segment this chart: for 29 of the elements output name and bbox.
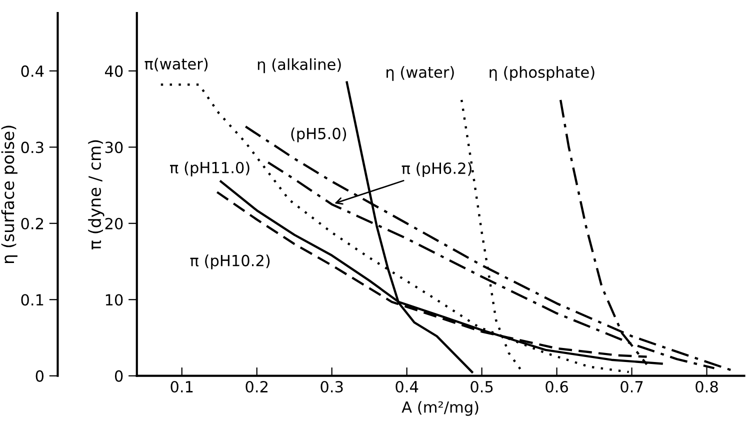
annotation: η (alkaline): [258, 58, 341, 74]
x-tick-label: 0.6: [546, 380, 568, 393]
annotation: π (pH11.0): [170, 162, 250, 176]
y2-tick-label: 0.1: [21, 294, 44, 306]
annotation: (pH5.0): [291, 128, 346, 142]
x-tick-label: 0.5: [470, 380, 493, 393]
x-tick-label: 0.2: [246, 380, 268, 393]
annotation: π(water): [144, 58, 208, 72]
x-axis-title: A (m²/mg): [402, 401, 478, 416]
x-tick-label: 0.8: [696, 380, 718, 393]
y-tick-label: 0: [114, 370, 123, 382]
annotation: π (pH6.2): [402, 162, 472, 177]
x-tick-label: 0.3: [320, 380, 343, 393]
y-tick-label: 10: [106, 294, 123, 306]
annotation: η (water): [386, 66, 454, 81]
y-tick-label: 30: [105, 142, 123, 154]
x-tick-label: 0.4: [396, 380, 418, 393]
x-tick-label: 0.1: [170, 380, 193, 393]
y2-tick-label: 0.3: [21, 142, 44, 154]
y2-tick-label: 0.2: [21, 218, 43, 230]
y-tick-label: 20: [105, 218, 123, 230]
y-axis-title: π (dyne / cm): [88, 140, 104, 250]
y2-axis-title: η (surface poise): [1, 126, 18, 263]
y2-tick-label: 0.4: [21, 65, 44, 77]
x-tick-label: 0.7: [620, 380, 643, 393]
annotation: π (pH10.2): [190, 254, 270, 270]
y2-tick-label: 0: [36, 370, 44, 382]
annotation: η (phosphate): [490, 66, 594, 81]
y-tick-label: 40: [104, 65, 123, 77]
